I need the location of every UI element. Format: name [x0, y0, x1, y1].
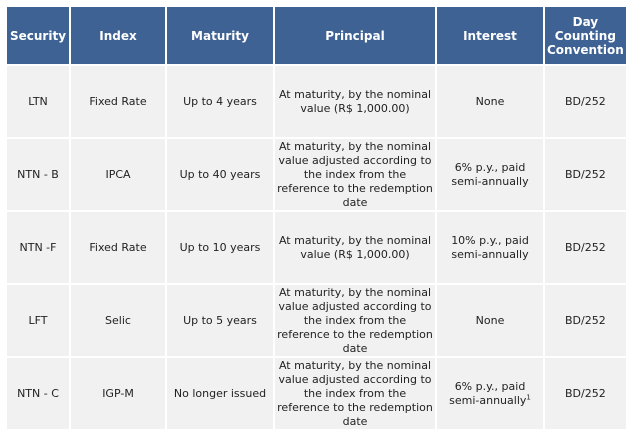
footnote-marker: 1 [526, 392, 531, 401]
cell-security: LFT [7, 285, 69, 356]
cell-index: Fixed Rate [71, 66, 165, 137]
cell-principal: At maturity, by the nominal value (R$ 1,… [275, 66, 435, 137]
cell-security: LTN [7, 66, 69, 137]
cell-index: IGP-M [71, 358, 165, 429]
interest-text: 10% p.y., paid semi-annually [451, 233, 529, 261]
securities-table: Security Index Maturity Principal Intere… [5, 5, 628, 431]
cell-index: Selic [71, 285, 165, 356]
cell-convention: BD/252 [545, 358, 626, 429]
table-row: NTN -F Fixed Rate Up to 10 years At matu… [7, 212, 626, 283]
header-security: Security [7, 7, 69, 64]
cell-convention: BD/252 [545, 139, 626, 210]
cell-principal: At maturity, by the nominal value adjust… [275, 139, 435, 210]
cell-principal: At maturity, by the nominal value adjust… [275, 358, 435, 429]
cell-index: Fixed Rate [71, 212, 165, 283]
table-row: NTN - B IPCA Up to 40 years At maturity,… [7, 139, 626, 210]
header-day-counting-convention: Day Counting Convention [545, 7, 626, 64]
cell-maturity: Up to 4 years [167, 66, 273, 137]
cell-maturity: Up to 5 years [167, 285, 273, 356]
cell-interest: 6% p.y., paid semi-annually1 [437, 358, 543, 429]
securities-table-container: Security Index Maturity Principal Intere… [5, 5, 628, 431]
cell-principal: At maturity, by the nominal value (R$ 1,… [275, 212, 435, 283]
cell-maturity: Up to 10 years [167, 212, 273, 283]
cell-interest: None [437, 285, 543, 356]
header-row: Security Index Maturity Principal Intere… [7, 7, 626, 64]
table-row: LFT Selic Up to 5 years At maturity, by … [7, 285, 626, 356]
cell-security: NTN - C [7, 358, 69, 429]
cell-maturity: No longer issued [167, 358, 273, 429]
cell-interest: 10% p.y., paid semi-annually [437, 212, 543, 283]
interest-text: 6% p.y., paid semi-annually [451, 160, 529, 188]
cell-convention: BD/252 [545, 285, 626, 356]
table-row: LTN Fixed Rate Up to 4 years At maturity… [7, 66, 626, 137]
cell-convention: BD/252 [545, 212, 626, 283]
header-index: Index [71, 7, 165, 64]
interest-text: 6% p.y., paid semi-annually [449, 379, 527, 407]
cell-principal: At maturity, by the nominal value adjust… [275, 285, 435, 356]
header-interest: Interest [437, 7, 543, 64]
cell-interest: 6% p.y., paid semi-annually [437, 139, 543, 210]
cell-maturity: Up to 40 years [167, 139, 273, 210]
header-maturity: Maturity [167, 7, 273, 64]
cell-index: IPCA [71, 139, 165, 210]
cell-security: NTN -F [7, 212, 69, 283]
cell-convention: BD/252 [545, 66, 626, 137]
interest-text: None [475, 313, 505, 327]
cell-interest: None [437, 66, 543, 137]
interest-text: None [475, 94, 505, 108]
table-row: NTN - C IGP-M No longer issued At maturi… [7, 358, 626, 429]
cell-security: NTN - B [7, 139, 69, 210]
header-principal: Principal [275, 7, 435, 64]
